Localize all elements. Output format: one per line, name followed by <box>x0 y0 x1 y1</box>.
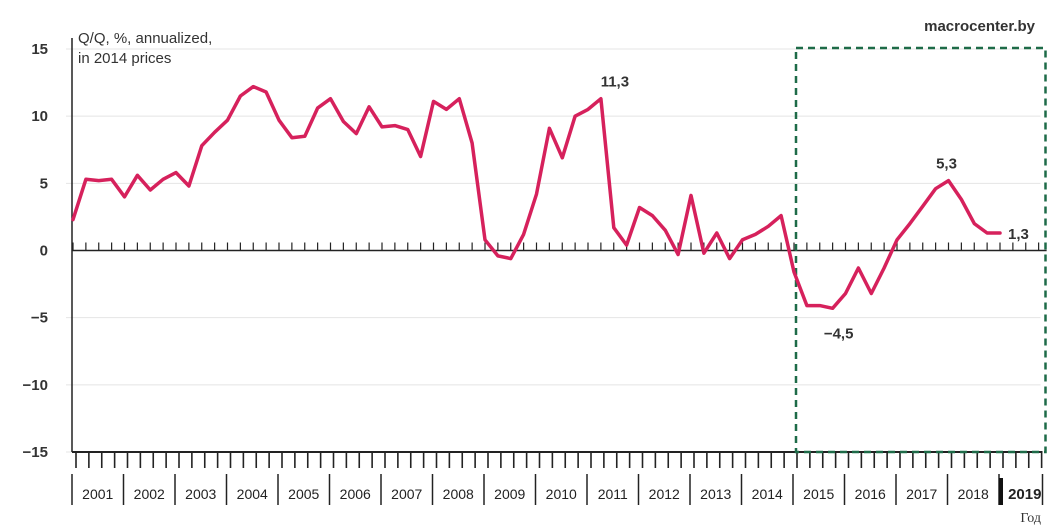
data-label: 5,3 <box>936 156 957 173</box>
x-year-label: 2003 <box>185 486 216 502</box>
highlight-box <box>794 46 1047 454</box>
x-year-label: 2002 <box>134 486 165 502</box>
y-tick-label: 15 <box>31 41 48 58</box>
x-axis-unit-label: Год <box>1020 511 1041 526</box>
x-year-label: 2017 <box>906 486 937 502</box>
y-tick-label: −15 <box>23 444 48 461</box>
x-year-label: 2001 <box>82 486 113 502</box>
x-year-label: 2004 <box>237 486 268 502</box>
x-year-label: 2010 <box>546 486 577 502</box>
highlight-rect <box>794 46 1047 454</box>
x-year-label: 2005 <box>288 486 319 502</box>
x-year-label: 2018 <box>958 486 989 502</box>
data-label: 1,3 <box>1008 226 1029 243</box>
x-year-label: 2015 <box>803 486 834 502</box>
x-year-label: 2009 <box>494 486 525 502</box>
y-tick-label: 5 <box>40 175 48 192</box>
labels: 15 10 5 0 −5 −10 −15 2001 2002 2003 2004 2005 2006 20… <box>23 41 1042 503</box>
x-year-label: 2006 <box>340 486 371 502</box>
x-year-label: 2013 <box>700 486 731 502</box>
axes <box>71 38 1047 505</box>
x-year-label: 2012 <box>649 486 680 502</box>
y-tick-label: −10 <box>23 377 48 394</box>
chart-subtitle-line1: Q/Q, %, annualized, <box>78 30 213 47</box>
x-year-label: 2008 <box>443 486 474 502</box>
x-year-label: 2016 <box>855 486 886 502</box>
series-layer <box>71 84 1002 311</box>
source-label: macrocenter.by <box>924 18 1035 35</box>
data-label: −4,5 <box>824 325 854 342</box>
x-year-label: 2011 <box>598 486 628 502</box>
series-line <box>71 84 1002 311</box>
y-tick-label: 10 <box>31 108 48 125</box>
x-year-label: 2014 <box>752 486 783 502</box>
chart-subtitle-line2: in 2014 prices <box>78 50 172 67</box>
x-year-label: 2019 <box>1008 486 1041 503</box>
y-tick-label: 0 <box>40 243 48 260</box>
x-year-label: 2007 <box>391 486 422 502</box>
y-tick-label: −5 <box>31 310 48 327</box>
data-label: 11,3 <box>601 74 629 91</box>
